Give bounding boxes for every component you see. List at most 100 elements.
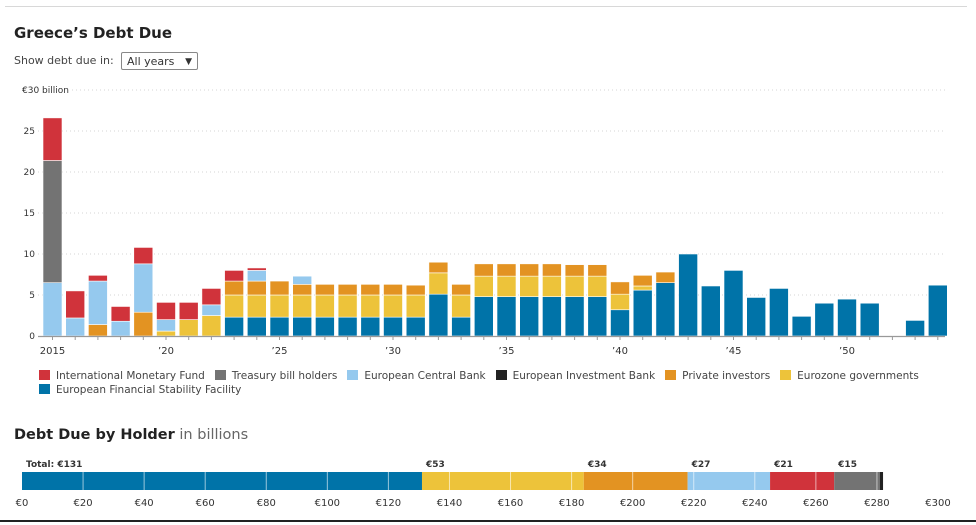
bar-segment-private-2025 — [269, 280, 290, 296]
legend-label: Private investors — [682, 370, 771, 382]
bar-segment-efsf-2037 — [542, 296, 562, 337]
holder-x-tick-label: €220 — [681, 498, 706, 509]
holder-segment-label: €27 — [691, 460, 711, 470]
holder-chart-title-main: Debt Due by Holder — [14, 427, 175, 443]
bar-segment-eurozone-2026 — [292, 294, 313, 318]
bar-segment-eurozone-2030 — [383, 294, 403, 318]
y-tick-label: 25 — [24, 127, 35, 137]
bar-segment-ecb-2015 — [42, 282, 63, 337]
x-tick-label: ’45 — [726, 346, 742, 357]
bar-segment-private-2042 — [655, 271, 676, 284]
bar-segment-efsf-2031 — [405, 316, 426, 337]
bar-segment-eurozone-2024 — [247, 294, 267, 318]
holder-segment-label: €34 — [587, 460, 607, 470]
bar-segment-private-2030 — [383, 284, 403, 296]
holder-segment-efsf — [22, 472, 422, 490]
bar-segment-efsf-2051 — [859, 302, 880, 337]
x-tick-label: 2015 — [40, 346, 65, 357]
bar-segment-efsf-2043 — [678, 253, 698, 337]
holder-x-tick-label: €300 — [925, 498, 950, 509]
x-tick-label: ’20 — [158, 346, 174, 357]
bar-segment-private-2039 — [587, 264, 608, 277]
page-title: Greece’s Debt Due — [14, 24, 173, 42]
legend-swatch — [780, 370, 792, 380]
y-tick-label: 10 — [24, 250, 36, 260]
bar-segment-eurozone-2027 — [315, 294, 335, 318]
bar-segment-imf-2022 — [201, 288, 222, 306]
holder-x-tick-label: €200 — [620, 498, 645, 509]
bar-segment-eurozone-2021 — [178, 319, 199, 337]
bar-segment-efsf-2026 — [292, 316, 313, 337]
year-filter-select[interactable]: All years ▼ — [121, 52, 198, 70]
holder-segment-private — [583, 472, 688, 490]
legend-label: European Central Bank — [364, 370, 486, 382]
legend-swatch — [665, 370, 677, 380]
holder-segment-eurozone — [421, 472, 584, 490]
legend-swatch — [495, 370, 507, 380]
bar-segment-ecb-2026 — [292, 275, 313, 285]
bottom-divider — [0, 520, 976, 522]
bar-segment-eurozone-2022 — [201, 315, 222, 337]
holder-x-tick-label: €140 — [437, 498, 462, 509]
holder-x-tick-label: €60 — [196, 498, 215, 509]
holder-x-tick-label: €240 — [742, 498, 767, 509]
year-filter-value: All years — [127, 55, 175, 68]
bar-segment-efsf-2046 — [746, 297, 767, 337]
bar-segment-imf-2023 — [224, 270, 244, 282]
bar-segment-private-2017 — [88, 324, 108, 337]
bar-segment-eurozone-2039 — [587, 275, 608, 297]
bar-segment-eurozone-2023 — [224, 294, 244, 318]
holder-segment-tbill — [834, 472, 880, 490]
bar-segment-private-2031 — [405, 284, 426, 296]
x-tick-label: ’35 — [499, 346, 515, 357]
chart-legend: International Monetary Fund Treasury bill… — [39, 369, 939, 397]
holder-segment-label: €53 — [425, 460, 445, 470]
bar-segment-eurozone-2031 — [405, 294, 426, 318]
bar-segment-private-2034 — [473, 263, 494, 277]
legend-swatch — [39, 384, 50, 394]
y-tick-label: 15 — [24, 209, 35, 219]
x-tick-label: ’40 — [612, 346, 628, 357]
bar-segment-imf-2020 — [156, 302, 176, 320]
bar-segment-eurozone-2025 — [269, 294, 290, 318]
bar-segment-efsf-2039 — [587, 296, 608, 337]
holder-segment-label: Total: €131 — [26, 460, 82, 470]
bar-segment-ecb-2022 — [201, 304, 222, 316]
bars — [42, 117, 948, 337]
bar-segment-private-2038 — [564, 264, 585, 277]
bar-segment-private-2027 — [315, 284, 335, 296]
gridlines: 0 5 10 15 20 25 €30 billion — [22, 86, 945, 342]
bar-segment-private-2023 — [224, 280, 244, 296]
holder-x-tick-label: €0 — [16, 498, 29, 509]
y-tick-label: 0 — [29, 332, 35, 342]
bar-segment-efsf-2024 — [247, 316, 267, 337]
bar-segment-eurozone-2038 — [564, 275, 585, 297]
bar-segment-private-2024 — [247, 280, 267, 296]
legend-label: European Financial Stability Facility — [56, 384, 242, 396]
bar-segment-efsf-2050 — [837, 298, 857, 337]
legend-item-eurozone: Eurozone governments — [780, 369, 919, 383]
bar-segment-efsf-2025 — [269, 316, 290, 337]
legend-item-imf: International Monetary Fund — [39, 369, 205, 383]
legend-label: Treasury bill holders — [231, 370, 338, 382]
bar-segment-efsf-2045 — [723, 270, 744, 337]
bar-segment-efsf-2028 — [337, 316, 358, 337]
bar-segment-private-2040 — [610, 281, 630, 295]
bar-segment-imf-2019 — [133, 247, 154, 265]
bar-segment-ecb-2016 — [65, 317, 85, 337]
bar-segment-eurozone-2032 — [428, 272, 449, 295]
bar-segment-private-2033 — [451, 284, 471, 296]
bar-segment-efsf-2033 — [451, 316, 471, 337]
bar-segment-efsf-2054 — [927, 284, 948, 337]
legend-item-ecb: European Central Bank — [347, 369, 486, 383]
bar-segment-eurozone-2033 — [451, 294, 471, 318]
bar-segment-imf-2024 — [247, 267, 267, 271]
holder-x-tick-label: €260 — [803, 498, 828, 509]
debt-due-chart: 0 5 10 15 20 25 €30 billion 2015 ’20 ’25 ’30 ’35 ’4… — [22, 86, 948, 357]
bar-segment-private-2026 — [292, 284, 313, 296]
bar-segment-efsf-2049 — [814, 302, 835, 337]
bar-segment-private-2035 — [496, 263, 517, 277]
chevron-down-icon: ▼ — [185, 57, 192, 67]
bar-segment-efsf-2047 — [769, 288, 789, 337]
bar-segment-eurozone-2037 — [542, 275, 562, 297]
